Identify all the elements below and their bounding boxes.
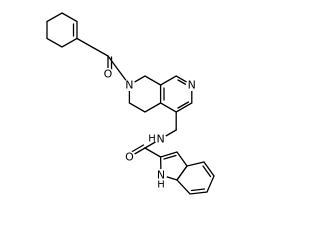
atom-label: N bbox=[157, 169, 165, 182]
cyclohexene-ring bbox=[46, 12, 78, 48]
acyl-chain bbox=[76, 37, 131, 86]
atom-label: H bbox=[157, 180, 165, 191]
structure: O N N N H O N H bbox=[46, 12, 215, 195]
atom-label: N bbox=[156, 133, 164, 146]
atom-label: N bbox=[188, 79, 196, 92]
atom-label: N bbox=[125, 79, 133, 92]
molecule-diagram: O N N N H O N H bbox=[46, 12, 215, 195]
indole-ring bbox=[159, 151, 215, 195]
atom-label: H bbox=[148, 134, 156, 145]
atom-label: O bbox=[125, 151, 134, 164]
tetrahydro-ring bbox=[128, 75, 162, 113]
atom-label: O bbox=[104, 68, 113, 81]
page: {"labels": ["O", "N", "N", "N", "H", "O"… bbox=[46, 12, 215, 195]
atom-labels: O N N N H O N H bbox=[102, 68, 198, 191]
